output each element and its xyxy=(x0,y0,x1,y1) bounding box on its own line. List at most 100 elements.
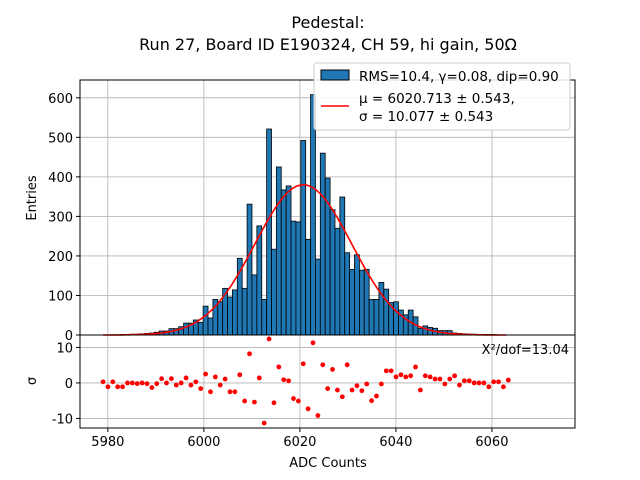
histogram-bar xyxy=(232,289,238,336)
histogram-bar xyxy=(241,287,248,336)
residual-point xyxy=(139,380,145,386)
x-tick-label: 6000 xyxy=(187,435,220,450)
residual-point xyxy=(134,381,140,387)
residual-point xyxy=(193,379,199,385)
residual-point xyxy=(271,400,277,406)
residual-point xyxy=(476,380,482,386)
histogram-bar xyxy=(266,128,272,336)
residual-point xyxy=(335,387,340,393)
residual-point xyxy=(159,376,165,382)
residual-point xyxy=(252,399,257,405)
residual-point xyxy=(232,389,238,395)
residual-point xyxy=(310,340,316,346)
residual-point xyxy=(344,362,350,368)
residual-point xyxy=(422,373,428,379)
residual-point xyxy=(144,381,150,387)
histogram-bar xyxy=(227,296,233,336)
residual-point xyxy=(129,380,135,386)
y-tick-label: 0 xyxy=(65,329,73,344)
residual-point xyxy=(427,374,433,380)
histogram-bar xyxy=(319,152,326,336)
residual-point xyxy=(154,381,160,387)
residual-point xyxy=(237,372,243,378)
residual-point xyxy=(364,381,370,387)
histogram-bar xyxy=(393,301,399,336)
residual-axes-frame xyxy=(79,334,576,429)
residual-point xyxy=(471,380,477,386)
residual-point xyxy=(266,336,272,342)
legend-bar-swatch xyxy=(320,69,350,81)
histogram-bar xyxy=(275,166,282,336)
legend-box xyxy=(313,62,571,131)
residual-point xyxy=(203,371,208,377)
histogram-bar xyxy=(285,185,292,336)
residual-point xyxy=(481,380,487,386)
legend-fit-mu: μ = 6020.713 ± 0.543, xyxy=(359,91,515,107)
residual-y-tick-label: 10 xyxy=(56,341,73,356)
legend-fit-sigma: σ = 10.077 ± 0.543 xyxy=(359,109,493,125)
residual-point xyxy=(447,376,453,382)
residual-point xyxy=(217,382,223,388)
residual-point xyxy=(281,377,287,383)
histogram-bar xyxy=(207,317,214,336)
y-tick-label: 600 xyxy=(48,92,73,107)
histogram-bar xyxy=(383,288,390,336)
histogram-bars xyxy=(119,94,497,336)
residual-point xyxy=(403,374,409,380)
histogram-bar xyxy=(310,94,316,336)
residual-point xyxy=(164,380,169,386)
histogram-bar xyxy=(358,269,365,336)
residual-point xyxy=(212,374,218,380)
histogram-bar xyxy=(334,227,341,336)
x-tick-label: 6020 xyxy=(283,435,316,450)
residual-point xyxy=(222,376,228,382)
residual-point xyxy=(408,373,414,379)
residual-point xyxy=(369,398,374,404)
histogram-bar xyxy=(417,327,424,336)
histogram-bar xyxy=(378,282,385,336)
x-tick-label: 6040 xyxy=(379,435,412,450)
residual-point xyxy=(491,379,497,385)
histogram-bar xyxy=(363,268,370,336)
residual-point xyxy=(105,384,111,390)
histogram-bar xyxy=(329,209,336,336)
residual-point xyxy=(173,382,179,388)
residual-point xyxy=(505,377,511,383)
histogram-bar xyxy=(280,189,287,336)
residual-point xyxy=(286,378,291,384)
histogram-bar xyxy=(422,325,429,336)
residual-point xyxy=(256,375,262,381)
residual-point xyxy=(466,378,472,384)
residual-point xyxy=(208,389,213,395)
residual-points xyxy=(100,336,511,426)
residual-point xyxy=(305,406,311,412)
x-tick-label: 6060 xyxy=(475,435,508,450)
residual-point xyxy=(276,364,282,370)
residual-point xyxy=(388,368,394,374)
chi2-annotation: X²/dof=13.04 xyxy=(482,343,569,358)
residual-point xyxy=(452,373,458,379)
x-axis-label: ADC Counts xyxy=(289,456,367,471)
title-line1: Pedestal: xyxy=(291,13,364,32)
y-tick-label: 100 xyxy=(48,289,73,304)
residual-point xyxy=(120,384,125,390)
residual-point xyxy=(378,381,384,387)
residual-point xyxy=(183,375,189,381)
residual-point xyxy=(383,368,389,374)
histogram-bar xyxy=(305,238,311,336)
histogram-bar xyxy=(354,254,360,336)
residual-point xyxy=(320,362,326,368)
y-axis-label: Entries xyxy=(25,175,40,221)
residual-point xyxy=(295,398,301,404)
residual-point xyxy=(398,372,404,378)
residual-point xyxy=(339,394,345,400)
residual-point xyxy=(461,378,467,384)
residual-point xyxy=(300,361,306,367)
histogram-bar xyxy=(339,196,346,336)
legend-hist-label: RMS=10.4, γ=0.08, dip=0.90 xyxy=(359,69,559,85)
residual-point xyxy=(125,380,130,386)
residual-point xyxy=(457,382,462,388)
title-line2: Run 27, Board ID E190324, CH 59, hi gain… xyxy=(139,35,517,54)
y-tick-label: 300 xyxy=(48,210,73,225)
